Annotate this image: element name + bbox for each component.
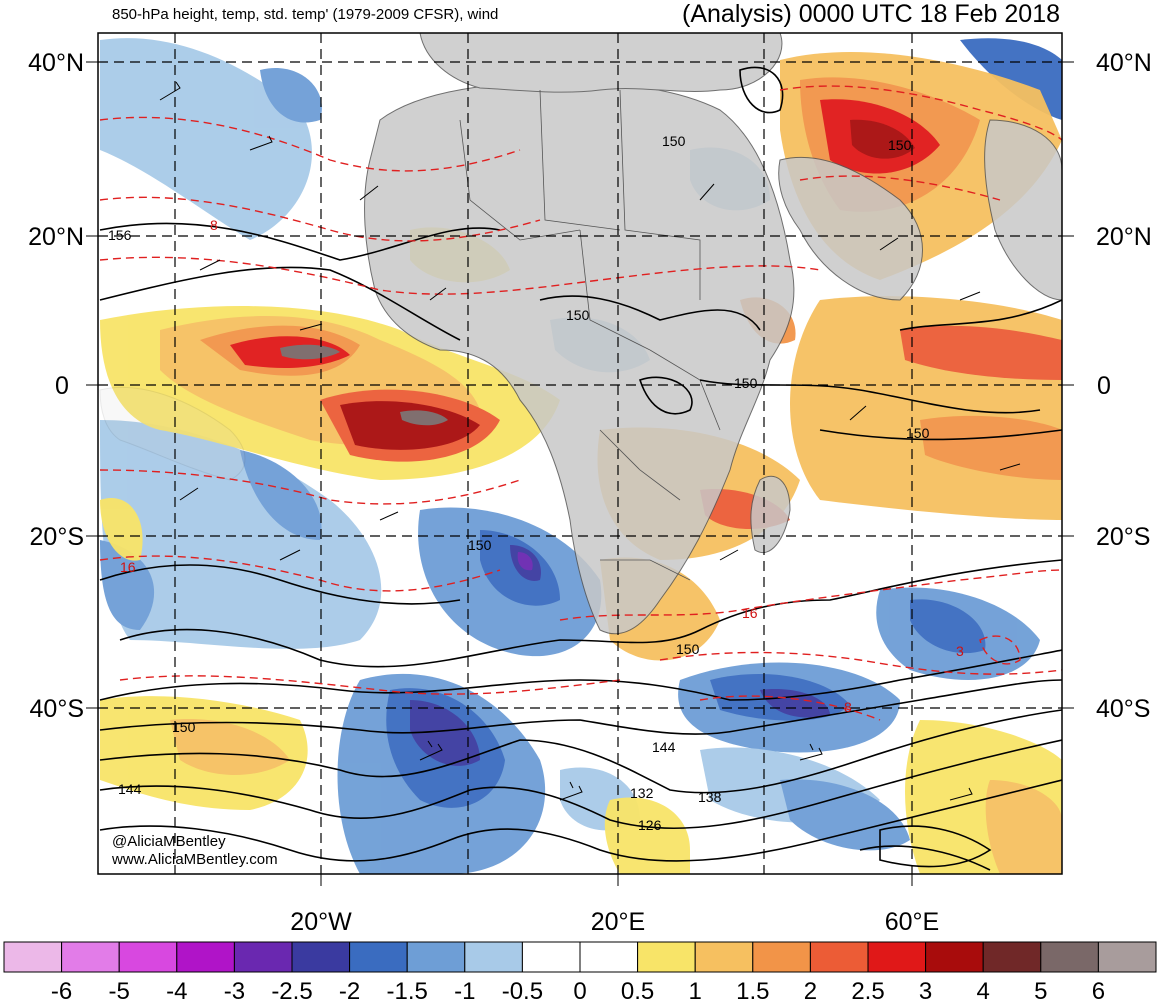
lon-label: 20°W: [290, 908, 352, 936]
height-label: 150: [662, 133, 686, 149]
colorbar-label: 2.5: [851, 978, 884, 999]
temp-label: 16: [742, 605, 758, 621]
colorbar-swatch: [867, 941, 927, 973]
height-label: 150: [734, 375, 758, 391]
colorbar-swatch: [809, 941, 869, 973]
colorbar-label: 3: [919, 978, 932, 999]
height-label: 150: [172, 719, 196, 735]
height-label: 150: [906, 425, 930, 441]
landmass-arabia: [778, 156, 923, 301]
colorbar-label: -2.5: [271, 978, 312, 999]
colorbar-swatch: [464, 941, 523, 973]
colorbar-label: -6: [51, 978, 72, 999]
colorbar-swatch: [637, 941, 696, 973]
colorbar-swatch: [579, 941, 639, 973]
axis-ticks: [86, 61, 1074, 886]
colorbar-swatch: [1040, 941, 1099, 973]
colorbar-label: -3: [224, 978, 245, 999]
colorbar-label: 0: [573, 978, 586, 999]
colorbar-label: -1.5: [387, 978, 428, 999]
lat-label: 0: [55, 372, 69, 400]
colorbar-label: 4: [977, 978, 990, 999]
map-subtitle: 850-hPa height, temp, std. temp' (1979-2…: [112, 6, 499, 23]
longitude-labels: 20°W 20°E 60°E: [290, 908, 939, 936]
temperature-contour-labels: 8 16 16 8 3: [120, 217, 964, 715]
colorbar-label: 0.5: [621, 978, 654, 999]
lon-label: 20°E: [591, 908, 645, 936]
colorbar-swatch: [118, 941, 178, 973]
credit-handle: @AliciaMBentley: [112, 833, 226, 850]
latitude-labels-right: 40°N 20°N 0 20°S 40°S: [1096, 49, 1152, 723]
lat-label: 20°S: [1096, 523, 1150, 551]
height-label: 150: [888, 137, 912, 153]
lat-label: 40°N: [1096, 49, 1152, 77]
colorbar-swatch: [291, 941, 351, 973]
height-contour-labels: 156 150 150 150 150 150 150 150 150 144 …: [108, 133, 930, 833]
landmass-india: [984, 119, 1062, 301]
colorbar-swatch: [982, 941, 1042, 973]
colorbar-swatch: [233, 941, 293, 973]
colorbar-swatch: [752, 941, 811, 973]
credit-website: www.AliciaMBentley.com: [111, 851, 278, 868]
lat-label: 0: [1097, 372, 1111, 400]
country-borders: [459, 89, 721, 581]
colorbar-label: -1: [454, 978, 475, 999]
lat-label: 40°S: [1096, 695, 1150, 723]
colorbar-label: -5: [109, 978, 130, 999]
colorbar-swatch: [3, 941, 63, 973]
map-title: (Analysis) 0000 UTC 18 Feb 2018: [682, 0, 1060, 28]
colorbar-swatch: [349, 941, 408, 973]
height-label: 144: [652, 739, 676, 755]
colorbar-swatch: [61, 941, 120, 973]
colorbar-label: -4: [166, 978, 187, 999]
colorbar-label: 6: [1092, 978, 1105, 999]
graticule: [98, 33, 1062, 874]
lat-label: 40°N: [28, 49, 84, 77]
colorbar-swatch: [925, 941, 984, 973]
map-frame: [97, 32, 1063, 875]
colorbar-label: -2: [339, 978, 360, 999]
landmass-africa: [364, 83, 795, 635]
landmass-madagascar: [750, 475, 791, 553]
lon-label: 60°E: [885, 908, 939, 936]
height-label: 150: [566, 307, 590, 323]
height-label: 138: [698, 789, 722, 805]
lat-label: 20°S: [30, 523, 84, 551]
landmass-southamerica: [99, 386, 246, 481]
map-panel: 156 150 150 150 150 150 150 150 150 144 …: [98, 33, 1062, 874]
colorbar-swatch: [176, 941, 235, 973]
colorbar-swatch: [406, 941, 466, 973]
colorbar-label: 1: [689, 978, 702, 999]
height-label: 132: [630, 785, 654, 801]
latitude-labels-left: 40°N 20°N 0 20°S 40°S: [28, 49, 84, 723]
height-label: 150: [676, 641, 700, 657]
lat-label: 40°S: [30, 695, 84, 723]
colorbar: -6 -5 -4 -3 -2.5 -2 -1.5 -1 -0.5 0 0.5 1 1.5 2 2.5 3 4 5 6: [3, 941, 1157, 999]
colorbar-label: 1.5: [736, 978, 769, 999]
temp-label: 16: [120, 559, 136, 575]
temp-label: 8: [210, 217, 218, 233]
colorbar-swatch: [1097, 941, 1157, 973]
colorbar-swatch: [694, 941, 754, 973]
colorbar-label: -0.5: [502, 978, 543, 999]
height-label: 144: [118, 781, 142, 797]
colorbar-swatch: [521, 941, 581, 973]
height-label: 156: [108, 227, 132, 243]
lat-label: 20°N: [1096, 223, 1152, 251]
wind-barbs: [159, 81, 1021, 801]
height-label: 126: [638, 817, 662, 833]
lat-label: 20°N: [28, 223, 84, 251]
colorbar-label: 5: [1034, 978, 1047, 999]
temp-label: 3: [956, 643, 964, 659]
colorbar-label: 2: [804, 978, 817, 999]
temp-label: 8: [844, 699, 852, 715]
height-label: 150: [468, 537, 492, 553]
